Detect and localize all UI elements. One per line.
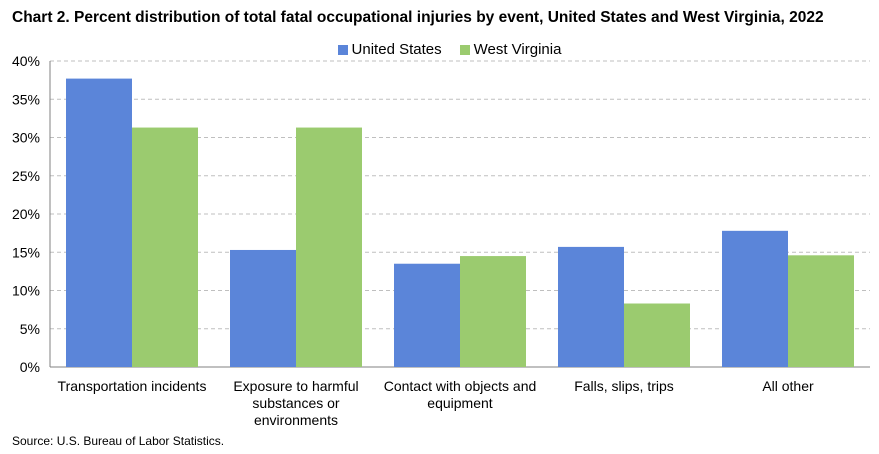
bar-west-virginia — [788, 255, 854, 367]
y-tick-label: 5% — [20, 321, 40, 337]
x-tick-label: Falls, slips, trips — [574, 378, 674, 394]
bar-west-virginia — [296, 127, 362, 368]
legend-label-united-states: United States — [351, 41, 442, 58]
y-tick-label: 40% — [12, 53, 40, 69]
x-tick-label: substances or — [252, 395, 339, 411]
bar-west-virginia — [624, 303, 690, 367]
y-tick-label: 25% — [12, 168, 40, 184]
chart-title: Chart 2. Percent distribution of total f… — [12, 9, 824, 26]
bar-united-states — [394, 263, 460, 367]
y-tick-label: 10% — [12, 283, 40, 299]
legend-swatch-united-states — [337, 44, 348, 55]
bar-united-states — [558, 246, 624, 367]
bar-united-states — [230, 249, 296, 367]
y-tick-label: 15% — [12, 244, 40, 260]
bar-west-virginia — [132, 127, 198, 368]
legend-swatch-west-virginia — [459, 44, 470, 55]
x-tick-label: All other — [762, 378, 814, 394]
x-tick-label: Exposure to harmful — [233, 378, 358, 394]
y-tick-label: 0% — [20, 359, 40, 375]
bar-united-states — [722, 230, 788, 367]
x-tick-label: Contact with objects and — [384, 378, 537, 394]
legend-item-west-virginia: West Virginia — [459, 41, 562, 58]
y-tick-label: 20% — [12, 206, 40, 222]
x-tick-label: Transportation incidents — [58, 378, 207, 394]
bar-united-states — [66, 78, 132, 367]
source-note: Source: U.S. Bureau of Labor Statistics. — [12, 434, 225, 448]
bar-west-virginia — [460, 256, 526, 367]
legend: United States West Virginia — [0, 41, 879, 58]
bar-chart: 0% 5% 10% 15% 20% 25% 30% 35% 40% Transportation … — [12, 53, 870, 428]
x-tick-label: equipment — [427, 395, 492, 411]
y-tick-label: 35% — [12, 91, 40, 107]
y-tick-label: 30% — [12, 130, 40, 146]
legend-item-united-states: United States — [337, 41, 442, 58]
legend-label-west-virginia: West Virginia — [473, 41, 562, 58]
x-tick-label: environments — [254, 412, 338, 428]
